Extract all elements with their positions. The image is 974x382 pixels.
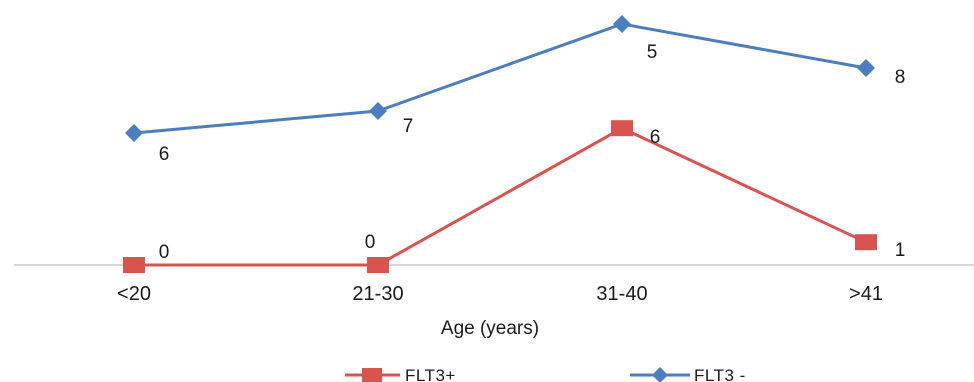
flt3-pos-data-label: 6 <box>650 127 661 148</box>
x-tick-label: >41 <box>849 283 883 305</box>
flt3-pos-point <box>855 234 877 251</box>
series-layer: 0 0 6 1 6 7 5 8 <box>123 15 905 273</box>
flt3-neg-point <box>369 102 387 120</box>
legend-flt3-neg-marker <box>652 367 668 382</box>
flt3-neg-data-label: 5 <box>647 42 658 63</box>
x-tick-labels: <20 21-30 31-40 >41 <box>117 283 883 305</box>
x-tick-label: 31-40 <box>596 283 647 305</box>
flt3-pos-point <box>367 257 389 273</box>
legend-flt3-pos-marker <box>362 368 382 382</box>
flt3-pos-point <box>123 257 145 273</box>
flt3-neg-data-label: 7 <box>403 116 414 137</box>
legend: FLT3+ FLT3 - <box>345 366 746 382</box>
flt3-pos-data-label: 0 <box>365 232 376 253</box>
flt3-neg-point <box>125 124 143 142</box>
legend-flt3-pos-label: FLT3+ <box>405 366 456 382</box>
flt3-neg-point <box>857 59 875 77</box>
flt3-neg-data-label: 8 <box>895 67 906 88</box>
legend-flt3-neg-label: FLT3 - <box>694 366 746 382</box>
x-axis-title: Age (years) <box>441 318 539 339</box>
flt3-pos-line <box>134 126 867 267</box>
flt3-neg-point <box>613 15 631 33</box>
flt3-neg-data-label: 6 <box>159 144 170 165</box>
flt3-pos-point <box>611 120 633 137</box>
x-tick-label: 21-30 <box>352 283 403 305</box>
flt3-pos-data-label: 0 <box>159 242 170 263</box>
flt3-pos-data-label: 1 <box>895 240 906 261</box>
x-tick-label: <20 <box>117 283 151 305</box>
flt3-neg-line <box>133 22 867 135</box>
